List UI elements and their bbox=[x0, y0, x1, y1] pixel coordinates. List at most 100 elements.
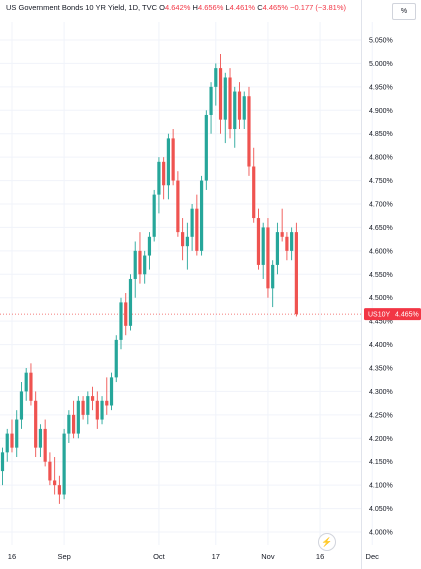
candle-body bbox=[294, 232, 298, 315]
candle-body bbox=[209, 86, 213, 115]
candle bbox=[48, 452, 52, 486]
y-tick-label: 4.950% bbox=[369, 84, 393, 91]
candle bbox=[34, 391, 38, 458]
y-tick-label: 4.350% bbox=[369, 366, 393, 373]
lightning-icon[interactable]: ⚡ bbox=[318, 533, 336, 551]
candle-body bbox=[214, 68, 218, 87]
candle bbox=[190, 204, 194, 251]
candle-body bbox=[233, 91, 237, 130]
candle-body bbox=[185, 236, 189, 247]
candle-body bbox=[0, 452, 5, 472]
candle bbox=[38, 424, 43, 458]
candle-body bbox=[143, 255, 147, 275]
candle-body bbox=[128, 278, 133, 326]
candle bbox=[0, 447, 5, 486]
candle-body bbox=[195, 208, 199, 251]
candle bbox=[15, 410, 19, 458]
candle-series bbox=[0, 54, 298, 504]
last-price-tag: US10Y 4.465% bbox=[364, 308, 421, 321]
candle-body bbox=[280, 232, 284, 237]
candle bbox=[199, 175, 204, 256]
candle-body bbox=[162, 161, 166, 186]
y-tick-label: 5.000% bbox=[369, 61, 393, 68]
candle bbox=[29, 363, 33, 406]
candle-body bbox=[247, 96, 251, 167]
candle-body bbox=[181, 232, 185, 247]
candle-body bbox=[76, 400, 80, 434]
y-tick-label: 4.800% bbox=[369, 155, 393, 162]
candle-body bbox=[261, 227, 265, 265]
candle bbox=[247, 86, 251, 176]
candle bbox=[185, 222, 189, 270]
candle bbox=[218, 54, 223, 134]
candle-body bbox=[271, 264, 275, 289]
candle bbox=[100, 396, 104, 425]
candle-body bbox=[19, 391, 24, 420]
open-label: O bbox=[159, 3, 165, 12]
candle bbox=[76, 396, 80, 439]
candle-body bbox=[190, 208, 194, 237]
candle-body bbox=[147, 236, 152, 256]
candle-body bbox=[43, 428, 47, 462]
candle-body bbox=[228, 77, 232, 130]
candle bbox=[214, 63, 218, 106]
candle bbox=[176, 171, 180, 237]
candle-body bbox=[223, 77, 227, 120]
candle-body bbox=[204, 114, 208, 181]
candle-body bbox=[72, 414, 76, 434]
symbol-title: US Government Bonds 10 YR Yield, 1D, TVC bbox=[6, 3, 158, 12]
candle-body bbox=[157, 161, 161, 195]
x-tick-label: 17 bbox=[212, 552, 220, 561]
low-value: 4.461% bbox=[229, 3, 256, 12]
y-axis: 4.000% 4.050% 4.100% 4.150% 4.200% 4.250% 4.30… bbox=[369, 38, 393, 537]
candle bbox=[290, 227, 294, 261]
percent-scale-button[interactable]: % bbox=[392, 3, 416, 20]
candle bbox=[114, 335, 118, 383]
candle-body bbox=[15, 419, 19, 448]
high-value: 4.656% bbox=[197, 3, 224, 12]
candle-body bbox=[81, 400, 85, 415]
candle-body bbox=[171, 138, 175, 181]
candle-body bbox=[29, 372, 33, 401]
candle-body bbox=[138, 250, 142, 275]
candle-body bbox=[252, 166, 256, 219]
price-axis-separator bbox=[361, 0, 362, 569]
x-tick-label: 16 bbox=[8, 552, 16, 561]
candle bbox=[228, 68, 232, 139]
candle bbox=[181, 218, 185, 261]
candle bbox=[86, 391, 90, 425]
open-value: 4.642% bbox=[165, 3, 191, 12]
candle bbox=[24, 368, 28, 401]
candle bbox=[119, 297, 123, 350]
candle-body bbox=[5, 433, 9, 453]
candle bbox=[95, 391, 99, 429]
candle bbox=[138, 232, 142, 284]
last-price-tag-value: 4.465% bbox=[395, 312, 419, 319]
y-tick-label: 4.450% bbox=[369, 319, 393, 326]
candle bbox=[19, 382, 24, 429]
x-tick-label: Nov bbox=[261, 552, 275, 561]
candle bbox=[157, 157, 161, 214]
candle-body bbox=[124, 302, 128, 326]
candle-body bbox=[285, 236, 289, 251]
candle bbox=[223, 72, 227, 144]
candle bbox=[57, 475, 61, 504]
y-tick-label: 4.850% bbox=[369, 131, 393, 138]
candle bbox=[128, 274, 133, 331]
y-tick-label: 5.050% bbox=[369, 38, 393, 45]
candle bbox=[252, 147, 256, 223]
candle-body bbox=[119, 302, 123, 340]
candle bbox=[261, 222, 265, 279]
candle-body bbox=[242, 96, 246, 120]
candle-body bbox=[53, 480, 57, 486]
candle bbox=[147, 232, 152, 270]
candle bbox=[133, 241, 137, 298]
candle bbox=[105, 377, 109, 415]
candle-body bbox=[57, 485, 61, 495]
candle-body bbox=[266, 227, 270, 289]
y-tick-label: 4.750% bbox=[369, 178, 393, 185]
candle-body bbox=[38, 428, 43, 448]
candle bbox=[62, 428, 66, 500]
candle-body bbox=[152, 194, 156, 237]
